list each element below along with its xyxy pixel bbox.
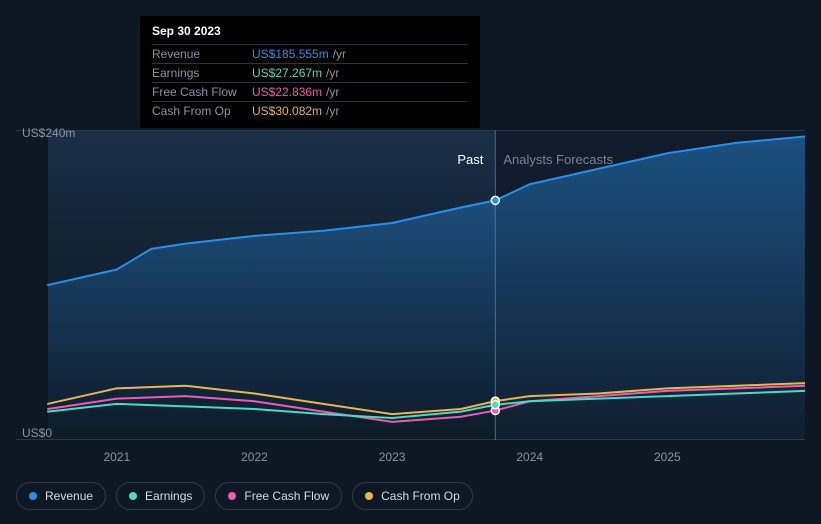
legend: Revenue Earnings Free Cash Flow Cash From O… xyxy=(16,482,473,510)
tooltip-row-value: US$27.267m xyxy=(252,66,322,80)
x-tick-label: 2022 xyxy=(229,450,279,464)
tooltip-row-value: US$185.555m xyxy=(252,47,329,61)
tooltip: Sep 30 2023 RevenueUS$185.555m/yrEarning… xyxy=(140,16,480,128)
legend-label: Free Cash Flow xyxy=(244,489,329,503)
x-tick-label: 2021 xyxy=(92,450,142,464)
legend-label: Earnings xyxy=(145,489,192,503)
tooltip-row-value: US$30.082m xyxy=(252,104,322,118)
y-tick-bottom: US$0 xyxy=(22,426,52,440)
tooltip-row-unit: /yr xyxy=(326,85,339,99)
tooltip-date: Sep 30 2023 xyxy=(152,24,468,44)
tooltip-row-unit: /yr xyxy=(326,66,339,80)
legend-label: Cash From Op xyxy=(381,489,460,503)
tooltip-row: Free Cash FlowUS$22.836m/yr xyxy=(152,82,468,101)
tooltip-row: EarningsUS$27.267m/yr xyxy=(152,63,468,82)
tooltip-row: Cash From OpUS$30.082m/yr xyxy=(152,101,468,120)
tooltip-row-label: Earnings xyxy=(152,66,252,80)
legend-item-revenue[interactable]: Revenue xyxy=(16,482,106,510)
y-tick-top: US$240m xyxy=(22,126,75,140)
section-label-past: Past xyxy=(457,152,483,167)
chart-container: US$240m US$0 20212022202320242025 Past A… xyxy=(16,130,805,440)
legend-item-cash-from-op[interactable]: Cash From Op xyxy=(352,482,473,510)
x-tick-label: 2025 xyxy=(642,450,692,464)
legend-dot-icon xyxy=(365,492,373,500)
tooltip-row-unit: /yr xyxy=(333,47,346,61)
tooltip-row-unit: /yr xyxy=(326,104,339,118)
section-label-forecast: Analysts Forecasts xyxy=(503,152,613,167)
tooltip-row-label: Cash From Op xyxy=(152,104,252,118)
legend-dot-icon xyxy=(129,492,137,500)
tooltip-row: RevenueUS$185.555m/yr xyxy=(152,44,468,63)
x-tick-label: 2023 xyxy=(367,450,417,464)
chart-svg[interactable] xyxy=(16,130,805,440)
legend-dot-icon xyxy=(228,492,236,500)
tooltip-row-label: Free Cash Flow xyxy=(152,85,252,99)
legend-dot-icon xyxy=(29,492,37,500)
x-tick-label: 2024 xyxy=(505,450,555,464)
legend-item-free-cash-flow[interactable]: Free Cash Flow xyxy=(215,482,342,510)
legend-label: Revenue xyxy=(45,489,93,503)
legend-item-earnings[interactable]: Earnings xyxy=(116,482,205,510)
tooltip-row-value: US$22.836m xyxy=(252,85,322,99)
tooltip-row-label: Revenue xyxy=(152,47,252,61)
